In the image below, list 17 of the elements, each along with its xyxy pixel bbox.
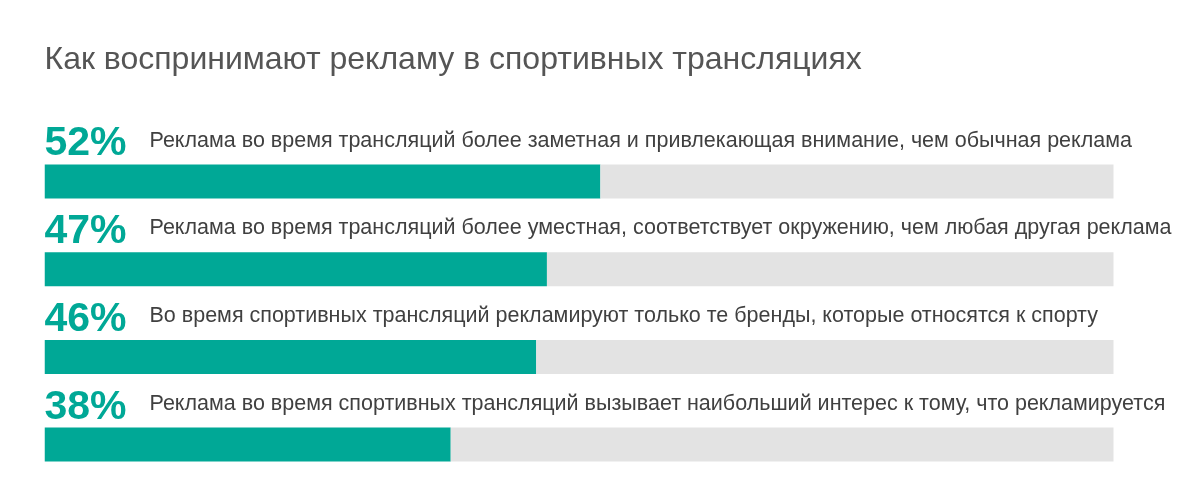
data-label: 52% xyxy=(44,118,127,165)
bar xyxy=(44,339,537,374)
bar xyxy=(546,252,1114,287)
data-label: 38% xyxy=(44,381,127,428)
bar xyxy=(600,164,1114,199)
bar xyxy=(44,252,547,287)
y-tick-label: Реклама во время трансляций более уместная, соответствует окружению, чем любая другая реклама xyxy=(149,215,1172,240)
chart-title: Как воспринимают рекламу в спортивных трансляциях xyxy=(44,39,862,76)
y-tick-label: Реклама во время спортивных трансляций вызывает наибольший интерес к тому, что рекламируется xyxy=(149,390,1166,415)
y-tick-label: Реклама во время трансляций более заметная и привлекающая внимание, чем обычная реклама xyxy=(149,127,1133,152)
data-label: 46% xyxy=(44,293,127,340)
data-label: 47% xyxy=(44,206,127,253)
y-tick-label: Во время спортивных трансляций рекламируют только те бренды, которые относятся к спорту xyxy=(149,302,1099,327)
bar xyxy=(536,339,1114,374)
bar xyxy=(44,427,451,462)
bar xyxy=(44,164,601,199)
bar xyxy=(450,427,1114,462)
